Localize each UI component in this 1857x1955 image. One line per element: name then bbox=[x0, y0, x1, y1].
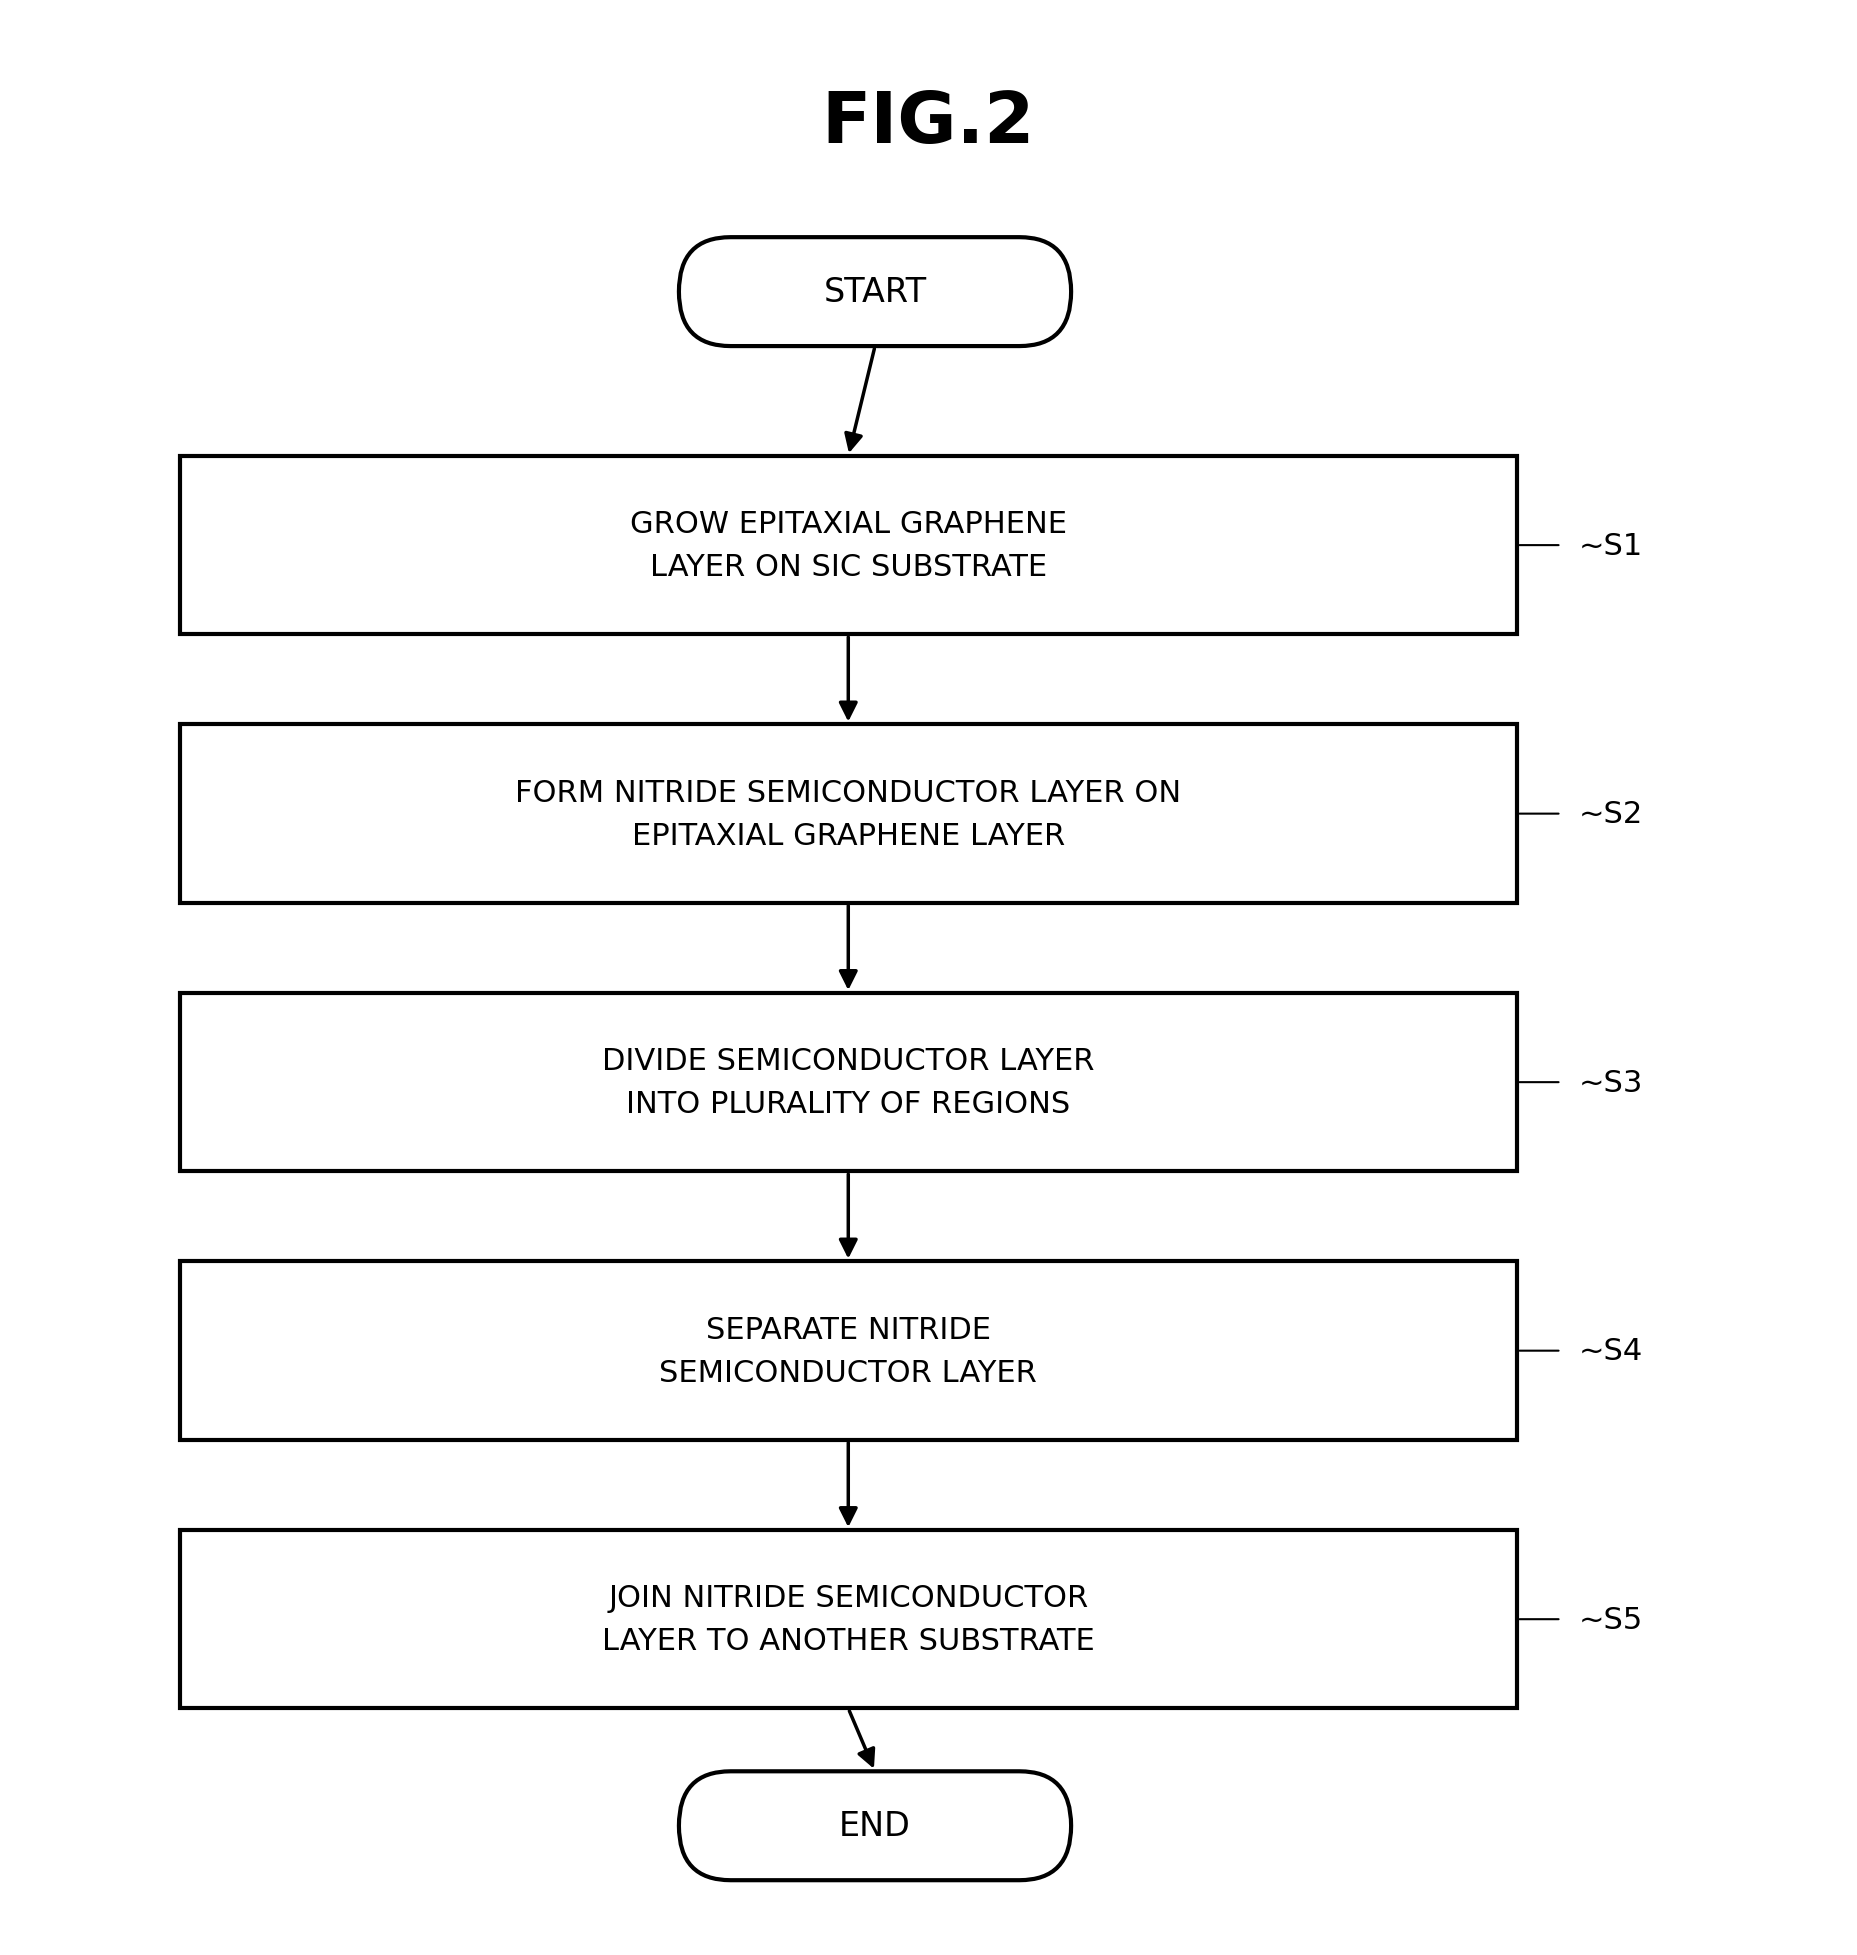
Text: ~S3: ~S3 bbox=[1578, 1067, 1643, 1097]
Text: FIG.2: FIG.2 bbox=[823, 90, 1034, 158]
Text: ~S2: ~S2 bbox=[1578, 800, 1643, 829]
FancyBboxPatch shape bbox=[180, 725, 1517, 903]
Text: ~S1: ~S1 bbox=[1578, 532, 1643, 561]
FancyBboxPatch shape bbox=[680, 1771, 1071, 1881]
Text: GROW EPITAXIAL GRAPHENE
LAYER ON SIC SUBSTRATE: GROW EPITAXIAL GRAPHENE LAYER ON SIC SUB… bbox=[630, 510, 1066, 583]
Text: ~S5: ~S5 bbox=[1578, 1605, 1643, 1634]
Text: JOIN NITRIDE SEMICONDUCTOR
LAYER TO ANOTHER SUBSTRATE: JOIN NITRIDE SEMICONDUCTOR LAYER TO ANOT… bbox=[602, 1584, 1094, 1656]
Text: SEPARATE NITRIDE
SEMICONDUCTOR LAYER: SEPARATE NITRIDE SEMICONDUCTOR LAYER bbox=[659, 1316, 1038, 1386]
Text: DIVIDE SEMICONDUCTOR LAYER
INTO PLURALITY OF REGIONS: DIVIDE SEMICONDUCTOR LAYER INTO PLURALIT… bbox=[602, 1046, 1094, 1118]
Text: START: START bbox=[823, 276, 927, 309]
FancyBboxPatch shape bbox=[680, 239, 1071, 346]
Text: ~S4: ~S4 bbox=[1578, 1337, 1643, 1365]
Text: END: END bbox=[839, 1808, 912, 1842]
FancyBboxPatch shape bbox=[180, 993, 1517, 1171]
FancyBboxPatch shape bbox=[180, 457, 1517, 635]
Text: FORM NITRIDE SEMICONDUCTOR LAYER ON
EPITAXIAL GRAPHENE LAYER: FORM NITRIDE SEMICONDUCTOR LAYER ON EPIT… bbox=[514, 778, 1181, 850]
FancyBboxPatch shape bbox=[180, 1261, 1517, 1441]
FancyBboxPatch shape bbox=[180, 1531, 1517, 1709]
